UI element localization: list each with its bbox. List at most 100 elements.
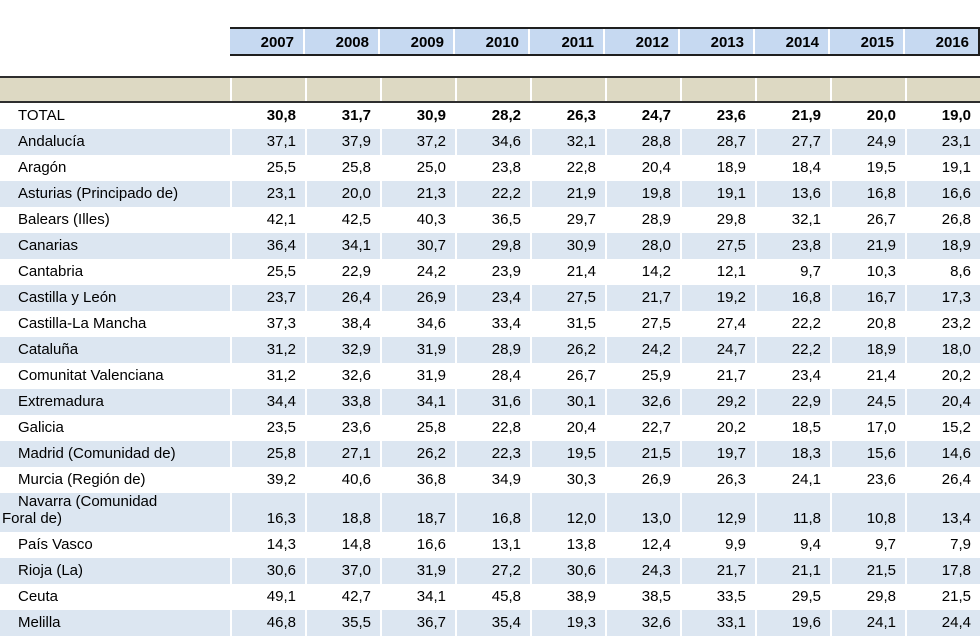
value-cell: 30,8 <box>230 103 305 129</box>
value-cell: 34,6 <box>380 311 455 337</box>
value-cell: 14,6 <box>905 441 980 467</box>
value-cell: 34,4 <box>230 389 305 415</box>
table-row: TOTAL 30,8 31,7 30,9 28,2 26,3 24,7 23,6 21,9 20… <box>0 103 980 129</box>
value-cell: 27,5 <box>680 233 755 259</box>
value-cell: 24,3 <box>605 558 680 584</box>
value-cell: 21,9 <box>830 233 905 259</box>
band-segment <box>830 78 905 101</box>
value-cell: 28,2 <box>455 103 530 129</box>
value-cell: 25,8 <box>305 155 380 181</box>
value-cell: 26,9 <box>380 285 455 311</box>
value-cell: 40,6 <box>305 467 380 493</box>
value-cell: 29,8 <box>680 207 755 233</box>
region-label: Canarias <box>18 237 79 254</box>
band-segment <box>605 78 680 101</box>
value-cell: 21,5 <box>605 441 680 467</box>
value-cell: 15,2 <box>905 415 980 441</box>
value-cell: 21,9 <box>530 181 605 207</box>
year-header-cell: 2013 <box>678 29 753 54</box>
value-cell: 19,1 <box>905 155 980 181</box>
value-cell: 26,4 <box>905 467 980 493</box>
value-cell: 17,0 <box>830 415 905 441</box>
value-cell: 10,3 <box>830 259 905 285</box>
value-cell: 12,4 <box>605 532 680 558</box>
value-cell: 29,7 <box>530 207 605 233</box>
value-cell: 23,4 <box>755 363 830 389</box>
value-cell: 21,1 <box>755 558 830 584</box>
value-cell: 40,3 <box>380 207 455 233</box>
band-segment <box>455 78 530 101</box>
table-row: Asturias (Principado de) 23,1 20,0 21,3 22,… <box>0 181 980 207</box>
region-label: Comunitat Valenciana <box>18 367 164 384</box>
table-row: Navarra (Comunidad Foral de) 16,3 18,8 18,… <box>0 493 980 532</box>
value-cell: 30,3 <box>530 467 605 493</box>
value-cell: 10,8 <box>830 493 905 532</box>
value-cell: 46,8 <box>230 610 305 636</box>
value-cell: 34,1 <box>380 584 455 610</box>
value-cell: 21,7 <box>680 363 755 389</box>
value-cell: 29,8 <box>830 584 905 610</box>
value-cell: 19,6 <box>755 610 830 636</box>
value-cell: 7,9 <box>905 532 980 558</box>
value-cell: 37,1 <box>230 129 305 155</box>
year-header-cell: 2007 <box>230 29 303 54</box>
value-cell: 34,9 <box>455 467 530 493</box>
value-cell: 31,7 <box>305 103 380 129</box>
value-cell: 26,2 <box>380 441 455 467</box>
value-cell: 31,9 <box>380 558 455 584</box>
value-cell: 27,4 <box>680 311 755 337</box>
value-cell: 18,4 <box>755 155 830 181</box>
table-row: Galicia 23,5 23,6 25,8 22,8 20,4 22,7 20,2 18,5… <box>0 415 980 441</box>
value-cell: 19,5 <box>830 155 905 181</box>
value-cell: 14,8 <box>305 532 380 558</box>
value-cell: 22,8 <box>455 415 530 441</box>
value-cell: 42,1 <box>230 207 305 233</box>
table-row: Aragón 25,5 25,8 25,0 23,8 22,8 20,4 18,9 18,4 1… <box>0 155 980 181</box>
band-segment <box>530 78 605 101</box>
value-cell: 27,7 <box>755 129 830 155</box>
value-cell: 27,5 <box>530 285 605 311</box>
table-row: Extremadura 34,4 33,8 34,1 31,6 30,1 32,6 29,2… <box>0 389 980 415</box>
value-cell: 28,9 <box>605 207 680 233</box>
region-label: Castilla y León <box>18 289 117 306</box>
value-cell: 24,1 <box>755 467 830 493</box>
value-cell: 27,2 <box>455 558 530 584</box>
table-row: Cantabria 25,5 22,9 24,2 23,9 21,4 14,2 12,1 9,… <box>0 259 980 285</box>
value-cell: 26,7 <box>530 363 605 389</box>
value-cell: 13,0 <box>605 493 680 532</box>
value-cell: 20,4 <box>605 155 680 181</box>
value-cell: 35,4 <box>455 610 530 636</box>
band-segment <box>755 78 830 101</box>
value-cell: 33,5 <box>680 584 755 610</box>
value-cell: 19,8 <box>605 181 680 207</box>
value-cell: 49,1 <box>230 584 305 610</box>
value-cell: 28,9 <box>455 337 530 363</box>
value-cell: 33,1 <box>680 610 755 636</box>
value-cell: 22,2 <box>755 311 830 337</box>
value-cell: 23,7 <box>230 285 305 311</box>
value-cell: 18,9 <box>680 155 755 181</box>
value-cell: 23,9 <box>455 259 530 285</box>
value-cell: 28,0 <box>605 233 680 259</box>
table-row: Cataluña 31,2 32,9 31,9 28,9 26,2 24,2 24,7 22,… <box>0 337 980 363</box>
year-header-cell: 2008 <box>303 29 378 54</box>
value-cell: 23,8 <box>455 155 530 181</box>
value-cell: 32,9 <box>305 337 380 363</box>
band-segment <box>380 78 455 101</box>
value-cell: 21,7 <box>680 558 755 584</box>
value-cell: 24,7 <box>680 337 755 363</box>
value-cell: 26,7 <box>830 207 905 233</box>
value-cell: 26,3 <box>680 467 755 493</box>
value-cell: 20,4 <box>530 415 605 441</box>
value-cell: 27,5 <box>605 311 680 337</box>
band-segment <box>0 78 230 101</box>
year-header-row: 2007 2008 2009 2010 2011 2012 2013 2014 2015 2016 <box>230 27 980 56</box>
value-cell: 17,8 <box>905 558 980 584</box>
value-cell: 30,1 <box>530 389 605 415</box>
value-cell: 21,5 <box>830 558 905 584</box>
value-cell: 33,4 <box>455 311 530 337</box>
band-segment <box>230 78 305 101</box>
year-header-cell: 2012 <box>603 29 678 54</box>
value-cell: 19,5 <box>530 441 605 467</box>
